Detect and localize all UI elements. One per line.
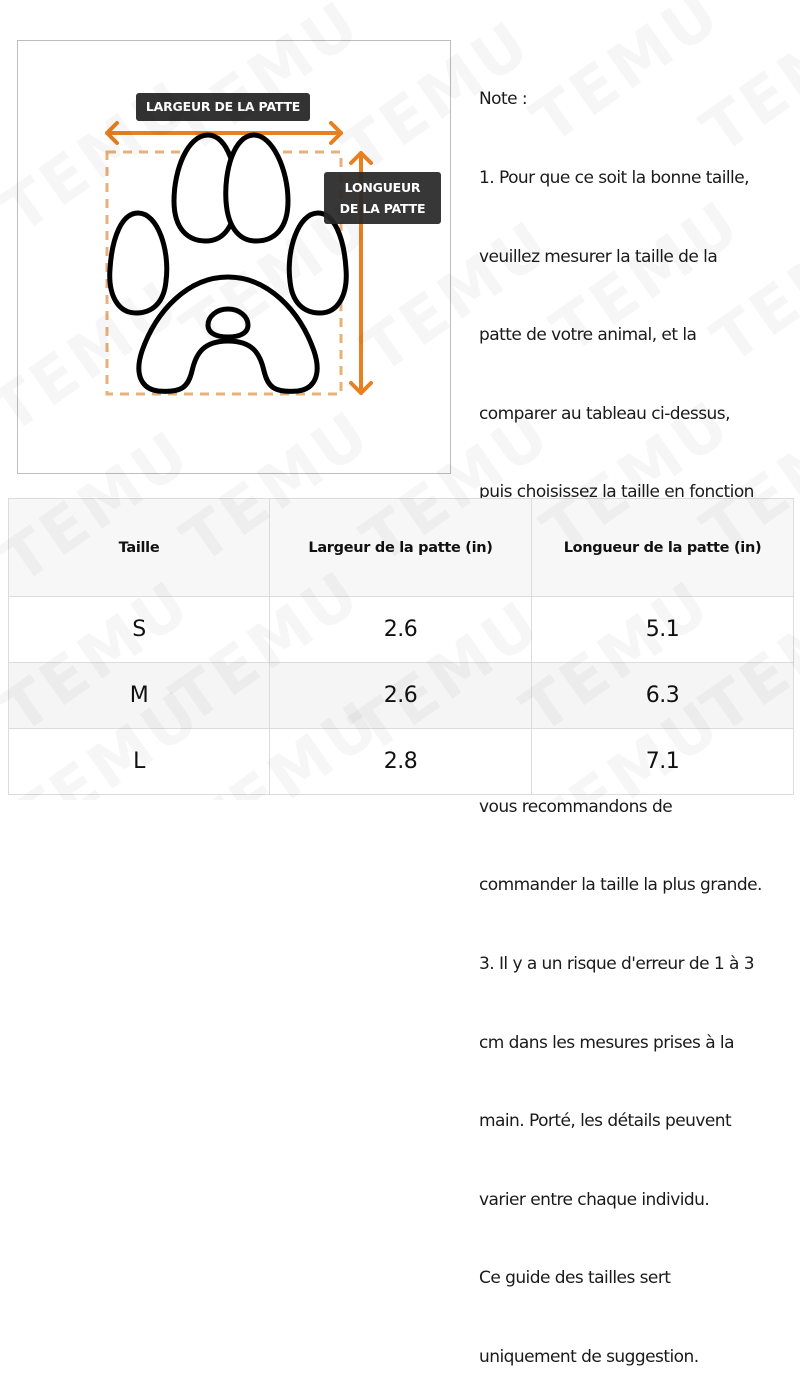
- cell-paw-length: 5.1: [531, 596, 794, 663]
- cell-paw-width: 2.6: [269, 596, 532, 663]
- notes-line: Ce guide des tailles sert: [479, 1268, 671, 1289]
- paw-length-label-line1: LONGUEUR: [344, 180, 421, 195]
- notes-line: comparer au tableau ci-dessus,: [479, 403, 730, 424]
- notes-line: main. Porté, les détails peuvent: [479, 1111, 732, 1132]
- notes-line: veuillez mesurer la taille de la: [479, 246, 718, 267]
- cell-paw-width: 2.8: [269, 728, 532, 795]
- notes-heading: Note :: [479, 89, 528, 110]
- notes-line: puis choisissez la taille en fonction: [479, 482, 754, 503]
- notes-line: vous recommandons de: [479, 796, 673, 817]
- cell-size: S: [8, 596, 270, 663]
- cell-size: M: [8, 662, 270, 729]
- cell-paw-length: 6.3: [531, 662, 794, 729]
- size-chart-table: Taille Largeur de la patte (in) Longueur…: [8, 498, 794, 795]
- paw-print-icon: [107, 132, 349, 394]
- header-size: Taille: [8, 498, 270, 597]
- notes-line: varier entre chaque individu.: [479, 1189, 710, 1210]
- table-row: L 2.8 7.1: [8, 728, 794, 795]
- notes-line: patte de votre animal, et la: [479, 325, 697, 346]
- cell-paw-length: 7.1: [531, 728, 794, 795]
- paw-width-label: LARGEUR DE LA PATTE: [136, 93, 310, 121]
- notes-line: 1. Pour que ce soit la bonne taille,: [479, 168, 750, 188]
- cell-paw-width: 2.6: [269, 662, 532, 729]
- paw-length-label-line2: DE LA PATTE: [339, 201, 426, 216]
- notes-line: cm dans les mesures prises à la: [479, 1032, 735, 1053]
- notes-line: commander la taille la plus grande.: [479, 875, 762, 896]
- notes-line: uniquement de suggestion.: [479, 1346, 699, 1367]
- table-row: M 2.6 6.3: [8, 662, 794, 729]
- paw-measurement-diagram: LARGEUR DE LA PATTE LONGUEUR DE LA PATTE: [17, 40, 451, 474]
- header-paw-width: Largeur de la patte (in): [269, 498, 532, 597]
- width-arrow-icon: [105, 121, 343, 145]
- table-row: S 2.6 5.1: [8, 596, 794, 663]
- paw-length-label: LONGUEUR DE LA PATTE: [324, 172, 441, 224]
- header-paw-length: Longueur de la patte (in): [531, 498, 794, 597]
- table-header-row: Taille Largeur de la patte (in) Longueur…: [8, 498, 794, 597]
- paw-diagram-graphic: [105, 121, 373, 396]
- notes-line: 3. Il y a un risque d'erreur de 1 à 3: [479, 953, 755, 974]
- cell-size: L: [8, 728, 270, 795]
